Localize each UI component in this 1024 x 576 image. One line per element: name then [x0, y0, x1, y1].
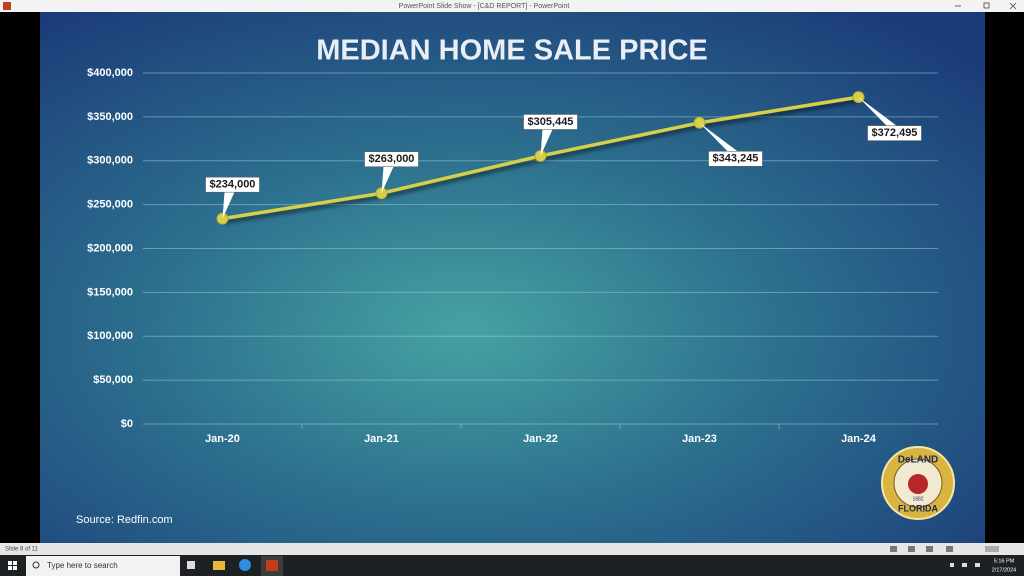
slide-counter: Slide 8 of 11	[5, 547, 39, 553]
source-note: Source: Redfin.com	[76, 514, 173, 526]
y-tick-label: $150,000	[87, 286, 133, 298]
y-tick-label: $100,000	[87, 330, 133, 342]
data-label: $372,495	[858, 97, 922, 141]
view-slideshow[interactable]	[946, 546, 953, 552]
file-explorer[interactable]	[213, 561, 225, 570]
chart-title: MEDIAN HOME SALE PRICE	[316, 35, 708, 67]
zoom[interactable]	[985, 546, 999, 552]
x-tick-label: Jan-23	[682, 433, 717, 445]
label-callout	[699, 122, 738, 152]
data-label: $343,245	[699, 122, 763, 167]
slide	[40, 12, 985, 543]
restore[interactable]	[983, 2, 990, 9]
y-tick-label: $50,000	[93, 374, 133, 386]
x-tick-label: Jan-20	[205, 433, 240, 445]
data-label-text: $305,445	[528, 116, 574, 128]
y-tick-label: $200,000	[87, 242, 133, 254]
label-box	[708, 151, 763, 167]
label-box	[205, 176, 260, 193]
logo-emblem	[908, 474, 928, 494]
label-callout	[381, 166, 394, 194]
x-tick-label: Jan-22	[523, 433, 558, 445]
y-tick-label: $0	[121, 418, 133, 430]
logo-year: 1882	[912, 496, 923, 502]
data-label: $234,000	[205, 176, 260, 219]
start-button[interactable]	[8, 561, 17, 570]
label-callout	[858, 97, 897, 126]
y-tick-label: $250,000	[87, 199, 133, 211]
label-callout	[222, 192, 235, 219]
y-tick-label: $350,000	[87, 111, 133, 123]
taskbar	[0, 555, 1024, 576]
search-box[interactable]	[26, 556, 180, 576]
y-tick-label: $400,000	[87, 67, 133, 79]
window-controls[interactable]	[955, 2, 1017, 10]
status-bar	[0, 543, 1024, 555]
search-placeholder[interactable]: Type here to search	[47, 561, 118, 570]
data-label-text: $234,000	[210, 179, 256, 191]
search-icon	[32, 561, 40, 569]
task-view[interactable]	[187, 561, 195, 569]
city-logo: DeLAND 1882 FLORIDA	[881, 446, 955, 520]
clock-time[interactable]: 5:16 PM	[994, 558, 1015, 564]
logo-top: DeLAND	[898, 455, 939, 466]
clock-date[interactable]: 2/17/2024	[992, 567, 1016, 573]
label-box	[523, 114, 578, 130]
data-label-text: $372,495	[872, 127, 918, 139]
plot-area: $0 $50,000 $100,000 $150,000 $200,000 $250,00…	[87, 67, 938, 445]
tray-icons[interactable]	[950, 563, 980, 567]
data-label-text: $263,000	[369, 153, 415, 165]
edge-browser[interactable]	[239, 559, 251, 571]
logo-bottom: FLORIDA	[898, 503, 938, 513]
view-reading[interactable]	[926, 546, 933, 552]
title-bar	[0, 0, 1024, 12]
data-label: $263,000	[364, 151, 419, 194]
data-label-text: $343,245	[713, 153, 759, 165]
label-callout	[540, 129, 553, 156]
view-sorter[interactable]	[908, 546, 915, 552]
view-buttons[interactable]	[890, 546, 999, 552]
data-label: $305,445	[523, 114, 578, 156]
close[interactable]	[1009, 2, 1017, 10]
app-icon	[3, 2, 11, 10]
window-title: PowerPoint Slide Show - [C&D REPORT] - P…	[399, 3, 570, 10]
label-box	[364, 151, 419, 167]
x-tick-label: Jan-24	[841, 433, 877, 445]
powerpoint-icon	[266, 560, 278, 571]
label-box	[867, 125, 922, 141]
view-normal[interactable]	[890, 546, 897, 552]
x-tick-label: Jan-21	[364, 433, 399, 445]
y-tick-label: $300,000	[87, 155, 133, 167]
